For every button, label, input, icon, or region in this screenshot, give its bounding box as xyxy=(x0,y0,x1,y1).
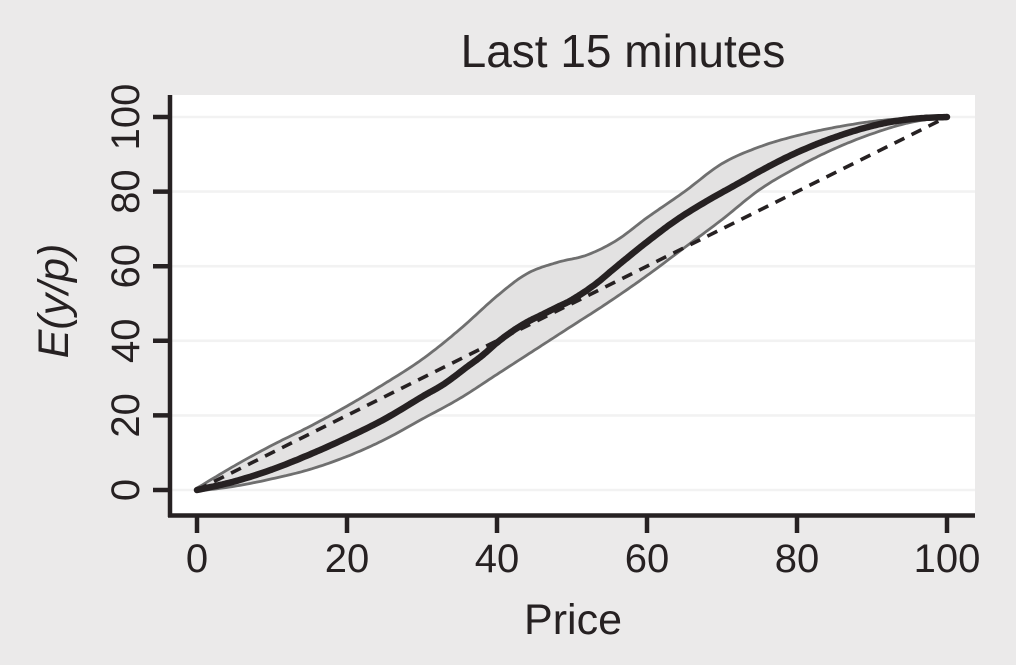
x-tick-label-40: 40 xyxy=(475,537,520,581)
x-tick-label-0: 0 xyxy=(186,537,208,581)
y-tick-label-60: 60 xyxy=(104,244,148,289)
x-tick-label-20: 20 xyxy=(325,537,370,581)
y-axis-title: E(y/p) xyxy=(30,243,78,359)
confidence-band-upper-edge xyxy=(195,115,949,490)
y-tick-label-0: 0 xyxy=(104,479,148,501)
y-tick-label-20: 20 xyxy=(104,393,148,438)
expectation-curve xyxy=(193,113,951,494)
y-tick-label-100: 100 xyxy=(104,84,148,151)
x-tick-label-80: 80 xyxy=(775,537,820,581)
x-axis-title: Price xyxy=(524,596,622,644)
x-tick-label-60: 60 xyxy=(625,537,670,581)
y-tick-label-80: 80 xyxy=(104,169,148,214)
chart-title: Last 15 minutes xyxy=(460,25,786,77)
y-tick-label-40: 40 xyxy=(104,319,148,364)
x-tick-label-100: 100 xyxy=(914,537,981,581)
confidence-band-lower-edge xyxy=(195,115,949,493)
